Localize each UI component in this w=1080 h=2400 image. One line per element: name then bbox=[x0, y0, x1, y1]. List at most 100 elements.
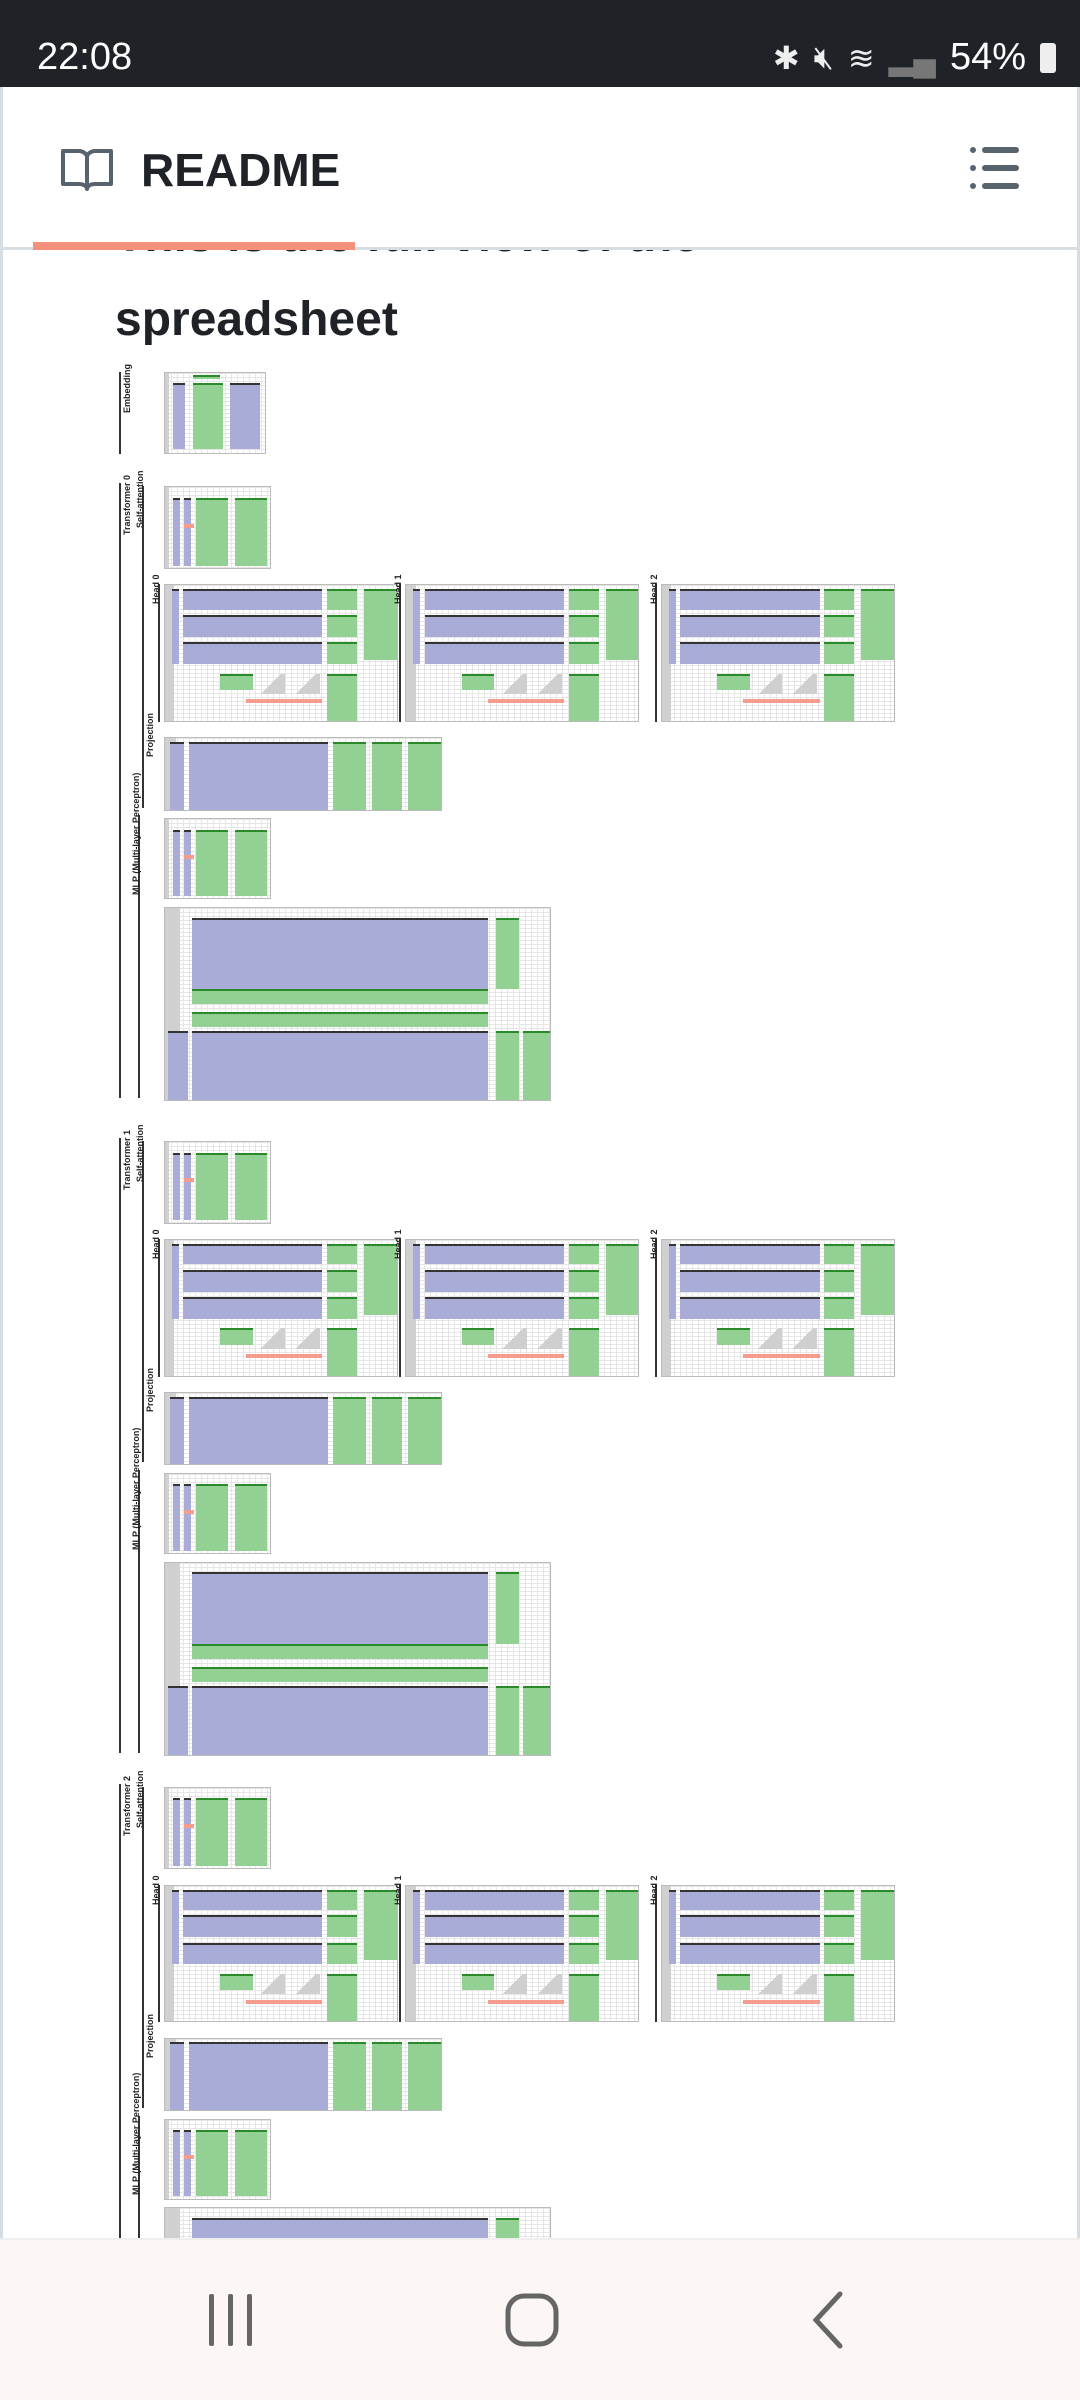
mlp-label: MLP (Multi-layer Perceptron) bbox=[131, 1427, 142, 1550]
result-block bbox=[220, 1328, 253, 1345]
annotation-mark bbox=[499, 673, 527, 694]
result-block bbox=[192, 375, 220, 380]
annotation-mark bbox=[257, 1328, 286, 1349]
result-block bbox=[333, 1396, 367, 1465]
projection-label: Projection bbox=[145, 713, 156, 758]
result-block bbox=[462, 1973, 495, 1991]
head-sheet bbox=[405, 1239, 640, 1377]
annotation-mark bbox=[789, 1328, 818, 1349]
list-icon[interactable] bbox=[969, 145, 1021, 191]
matrix-block bbox=[424, 615, 565, 637]
self-attention-sheet bbox=[163, 1141, 271, 1224]
head-sheet bbox=[660, 1884, 895, 2023]
matrix-block bbox=[183, 829, 191, 897]
result-block bbox=[717, 673, 750, 690]
annotation-mark bbox=[487, 1354, 565, 1359]
matrix-block bbox=[183, 1798, 191, 1866]
result-block bbox=[824, 642, 855, 665]
result-block bbox=[220, 1973, 253, 1991]
annotation-mark bbox=[183, 854, 195, 859]
annotation-mark bbox=[183, 1178, 195, 1183]
matrix-block bbox=[424, 642, 565, 665]
result-block bbox=[327, 673, 358, 722]
matrix-block bbox=[172, 383, 185, 450]
matrix-block bbox=[183, 1152, 191, 1221]
result-block bbox=[568, 642, 599, 665]
result-block bbox=[327, 1269, 358, 1292]
recents-button[interactable] bbox=[191, 2290, 271, 2350]
annotation-mark bbox=[742, 1999, 820, 2004]
result-block bbox=[327, 615, 358, 637]
result-block bbox=[235, 1798, 267, 1866]
result-block bbox=[235, 1152, 267, 1221]
result-block bbox=[192, 383, 223, 450]
wifi-icon: ≋ bbox=[847, 39, 875, 76]
annotation-mark bbox=[183, 1824, 195, 1829]
readme-content: This is the full view of the spreadsheet… bbox=[0, 250, 1080, 2238]
transformer-label: Transformer 0 bbox=[122, 475, 133, 536]
self-attention-sheet bbox=[163, 1786, 271, 1870]
section-divider bbox=[654, 1884, 657, 2023]
back-button[interactable] bbox=[788, 2290, 868, 2350]
matrix-block bbox=[183, 1942, 323, 1965]
result-block bbox=[407, 741, 441, 810]
section-divider bbox=[142, 1141, 145, 1463]
matrix-block bbox=[191, 1685, 488, 1756]
result-block bbox=[568, 1915, 599, 1938]
matrix-block bbox=[171, 589, 179, 665]
home-button[interactable] bbox=[492, 2290, 572, 2350]
result-block bbox=[235, 497, 267, 566]
matrix-block bbox=[183, 1297, 323, 1319]
matrix-block bbox=[424, 1244, 565, 1265]
result-block bbox=[495, 2218, 519, 2238]
head-sheet bbox=[660, 584, 895, 723]
matrix-block bbox=[173, 497, 181, 566]
section-divider bbox=[399, 1239, 402, 1377]
annotation-mark bbox=[183, 523, 195, 528]
result-block bbox=[235, 2129, 267, 2197]
annotation-mark bbox=[487, 699, 565, 704]
mlp-label: MLP (Multi-layer Perceptron) bbox=[131, 2072, 142, 2196]
section-divider bbox=[137, 815, 140, 1099]
annotation-mark bbox=[292, 673, 321, 694]
annotation-mark bbox=[499, 1973, 527, 1995]
head-label: Head 2 bbox=[648, 1875, 659, 1905]
head-label: Head 0 bbox=[151, 1229, 162, 1259]
mute-icon: 🔇︎ bbox=[813, 38, 834, 75]
annotation-mark bbox=[245, 1354, 323, 1359]
head-label: Head 0 bbox=[151, 1875, 162, 1905]
matrix-block bbox=[191, 1572, 488, 1644]
result-block bbox=[327, 1328, 358, 1376]
matrix-block bbox=[680, 1889, 820, 1911]
head-label: Head 1 bbox=[393, 574, 404, 605]
annotation-mark bbox=[789, 1973, 818, 1995]
result-block bbox=[371, 2042, 403, 2111]
result-block bbox=[196, 1484, 228, 1551]
result-block bbox=[327, 589, 358, 610]
result-block bbox=[861, 1244, 894, 1315]
matrix-block bbox=[680, 615, 820, 637]
matrix-block bbox=[189, 741, 328, 810]
result-block bbox=[717, 1328, 750, 1345]
matrix-block bbox=[173, 1798, 181, 1866]
result-block bbox=[495, 1685, 519, 1756]
result-block bbox=[327, 1915, 358, 1938]
result-block bbox=[522, 1685, 550, 1756]
book-icon bbox=[61, 149, 113, 191]
section-divider bbox=[142, 486, 145, 808]
mlp-small-sheet bbox=[163, 818, 271, 900]
result-block bbox=[191, 1011, 488, 1028]
section-divider bbox=[157, 1884, 160, 2023]
result-block bbox=[196, 497, 228, 566]
result-block bbox=[568, 1328, 599, 1376]
section-divider bbox=[399, 1884, 402, 2023]
result-block bbox=[568, 1297, 599, 1319]
page-title: README bbox=[141, 144, 341, 196]
projection-sheet bbox=[163, 2037, 443, 2112]
annotation-mark bbox=[245, 1999, 323, 2004]
result-block bbox=[407, 1396, 441, 1465]
result-block bbox=[495, 1031, 519, 1101]
result-block bbox=[568, 1973, 599, 2022]
matrix-block bbox=[183, 1484, 191, 1551]
annotation-mark bbox=[754, 1328, 783, 1349]
